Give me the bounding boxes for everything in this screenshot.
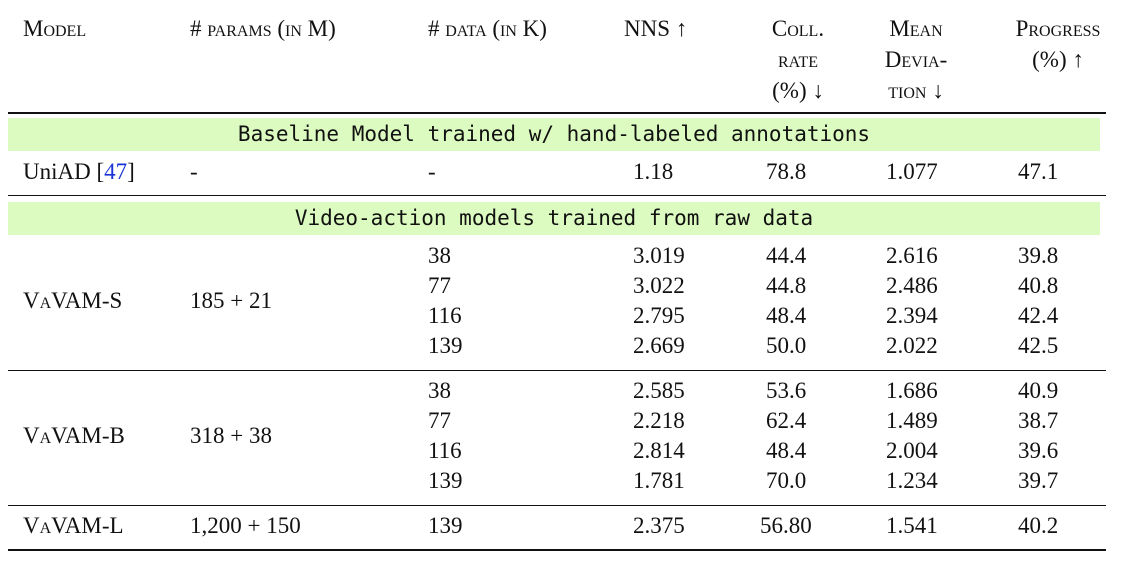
row-progress: 40.8 bbox=[1018, 273, 1059, 298]
row-progress: 39.8 bbox=[1018, 243, 1059, 268]
baseline-section-title: Baseline Model trained w/ hand-labeled a… bbox=[237, 122, 871, 146]
row-nns: 2.218 bbox=[633, 408, 685, 433]
row-progress: 47.1 bbox=[1018, 159, 1059, 184]
row-mean-deviation: 2.486 bbox=[886, 273, 938, 298]
row-nns: 3.022 bbox=[633, 273, 685, 298]
row-nns: 2.375 bbox=[633, 513, 685, 538]
row-progress: 40.2 bbox=[1018, 513, 1059, 538]
header-rule bbox=[8, 112, 1106, 114]
group-model: VaVAM-B bbox=[23, 423, 125, 448]
row-mean-deviation: 2.022 bbox=[886, 333, 938, 358]
row-data: 38 bbox=[428, 243, 451, 268]
row-collision-rate: 44.4 bbox=[766, 243, 807, 268]
group-model: VaVAM-S bbox=[23, 288, 123, 313]
group-params: 185 + 21 bbox=[190, 288, 272, 313]
header-data: # data (in K) bbox=[428, 16, 547, 41]
row-nns: 2.669 bbox=[633, 333, 685, 358]
row-collision-rate: 50.0 bbox=[766, 333, 807, 358]
row-nns: 3.019 bbox=[633, 243, 685, 268]
results-table: Model # params (in M) # data (in K) NNS … bbox=[8, 0, 1106, 561]
row-progress: 40.9 bbox=[1018, 378, 1059, 403]
row-collision-rate: 62.4 bbox=[766, 408, 807, 433]
group-params: 318 + 38 bbox=[190, 423, 272, 448]
row-progress: 42.5 bbox=[1018, 333, 1059, 358]
row-mean-deviation: 2.004 bbox=[886, 438, 938, 463]
section-rule bbox=[8, 195, 1106, 197]
row-collision-rate: 70.0 bbox=[766, 468, 807, 493]
video-section-band: Video-action models trained from raw dat… bbox=[8, 202, 1100, 235]
row-collision-rate: 48.4 bbox=[766, 303, 807, 328]
row-data: 77 bbox=[428, 273, 451, 298]
citation-link[interactable]: 47 bbox=[104, 159, 128, 184]
row-progress: 39.7 bbox=[1018, 468, 1059, 493]
row-nns: 1.781 bbox=[633, 468, 685, 493]
row-mean-deviation: 1.234 bbox=[886, 468, 938, 493]
row-data: 139 bbox=[428, 333, 463, 358]
row-nns: 1.18 bbox=[633, 159, 674, 184]
row-mean-deviation: 1.077 bbox=[886, 159, 938, 184]
row-nns: 2.585 bbox=[633, 378, 685, 403]
row-data: 77 bbox=[428, 408, 451, 433]
row-mean-deviation: 1.489 bbox=[886, 408, 938, 433]
group-params: 1,200 + 150 bbox=[190, 513, 301, 538]
row-collision-rate: 48.4 bbox=[766, 438, 807, 463]
row-collision-rate: 78.8 bbox=[766, 159, 807, 184]
row-mean-deviation: 1.541 bbox=[886, 513, 938, 538]
row-data: 139 bbox=[428, 513, 463, 538]
header-progress: Progress (%) ↑ bbox=[1015, 16, 1101, 72]
row-model: UniAD [47] bbox=[23, 159, 135, 184]
video-section-title: Video-action models trained from raw dat… bbox=[294, 206, 814, 230]
row-progress: 38.7 bbox=[1018, 408, 1059, 433]
group-rule bbox=[8, 505, 1106, 507]
row-collision-rate: 56.80 bbox=[760, 513, 812, 538]
row-collision-rate: 53.6 bbox=[766, 378, 807, 403]
bottom-rule bbox=[8, 549, 1106, 551]
group-rule bbox=[8, 370, 1106, 372]
header-nns: NNS ↑ bbox=[624, 16, 688, 41]
row-data: 116 bbox=[428, 438, 462, 463]
group-model: VaVAM-L bbox=[23, 513, 124, 538]
row-data: 116 bbox=[428, 303, 462, 328]
row-nns: 2.795 bbox=[633, 303, 685, 328]
header-mean-deviation: Mean Devia- tion ↓ bbox=[884, 16, 948, 103]
row-params: - bbox=[190, 159, 198, 184]
row-data: - bbox=[428, 159, 436, 184]
header-model: Model bbox=[23, 16, 87, 41]
row-nns: 2.814 bbox=[633, 438, 685, 463]
row-progress: 39.6 bbox=[1018, 438, 1059, 463]
row-mean-deviation: 2.394 bbox=[886, 303, 938, 328]
row-progress: 42.4 bbox=[1018, 303, 1059, 328]
header-collision-rate: Coll. rate (%) ↓ bbox=[771, 16, 825, 103]
baseline-section-band: Baseline Model trained w/ hand-labeled a… bbox=[8, 118, 1100, 151]
header-params: # params (in M) bbox=[190, 16, 336, 41]
row-collision-rate: 44.8 bbox=[766, 273, 807, 298]
row-data: 38 bbox=[428, 378, 451, 403]
row-mean-deviation: 1.686 bbox=[886, 378, 938, 403]
row-mean-deviation: 2.616 bbox=[886, 243, 938, 268]
row-data: 139 bbox=[428, 468, 463, 493]
